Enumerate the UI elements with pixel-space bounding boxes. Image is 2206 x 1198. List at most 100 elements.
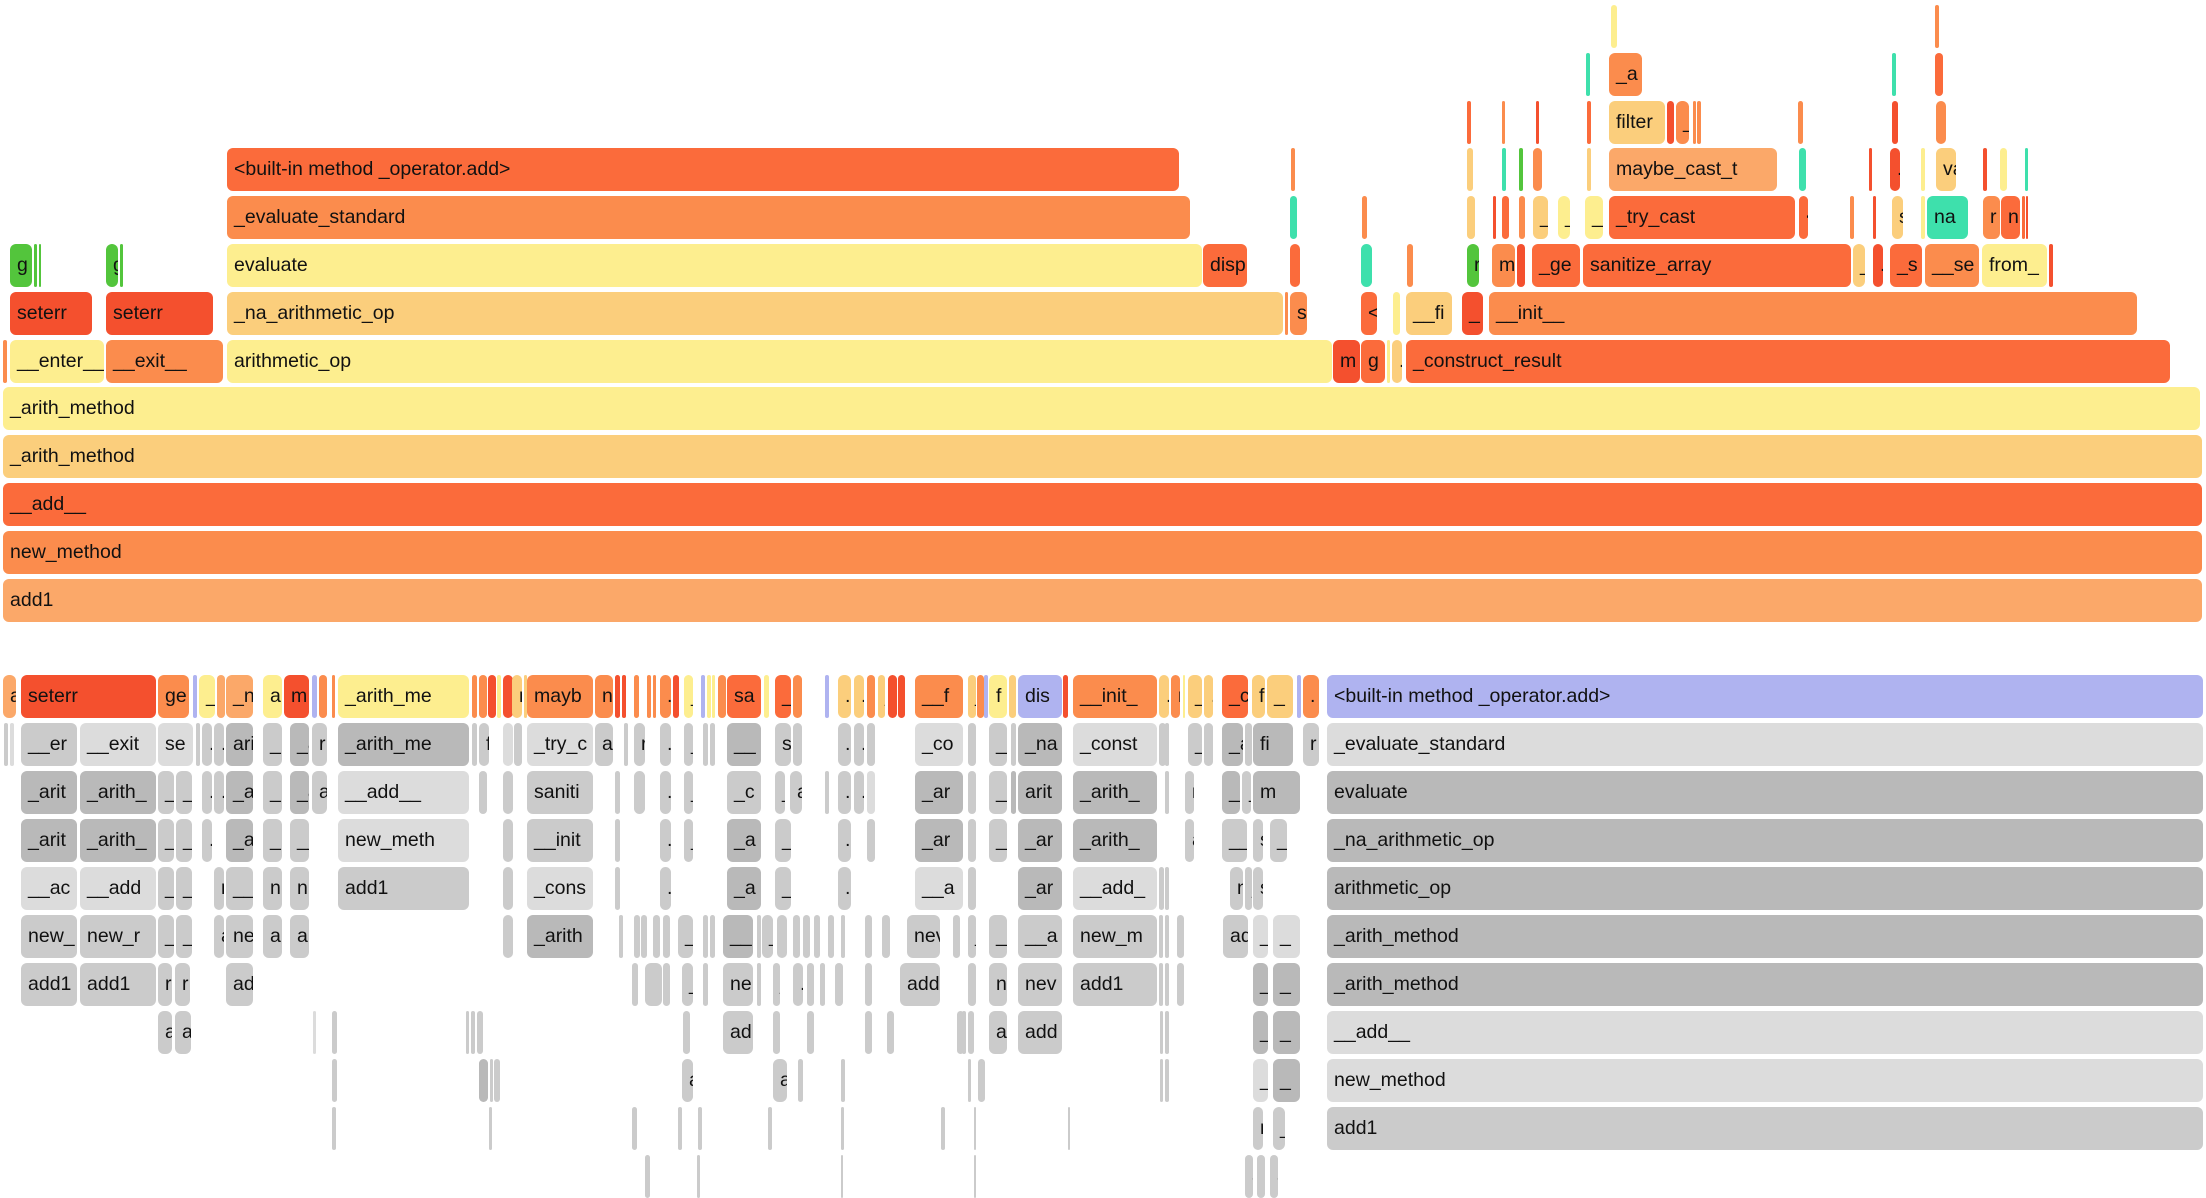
flame-frame-sliver[interactable] bbox=[1165, 1059, 1169, 1102]
flame-frame-sliver[interactable] bbox=[703, 723, 708, 766]
flame-frame[interactable]: r bbox=[683, 1011, 690, 1054]
flame-frame[interactable]: . bbox=[968, 819, 976, 862]
flame-frame-sliver[interactable] bbox=[1160, 1059, 1163, 1102]
flame-frame[interactable]: s bbox=[1290, 292, 1307, 335]
flame-frame-sliver[interactable] bbox=[978, 1059, 985, 1102]
flame-frame[interactable]: add1 bbox=[21, 963, 77, 1006]
flame-frame[interactable]: _ bbox=[1462, 292, 1483, 335]
flame-frame-sliver[interactable] bbox=[34, 244, 37, 287]
flame-frame-sliver[interactable] bbox=[503, 819, 513, 862]
flame-frame[interactable]: _ bbox=[989, 915, 1007, 958]
flame-frame-sliver[interactable] bbox=[634, 915, 640, 958]
flame-frame-sliver[interactable] bbox=[1362, 196, 1367, 239]
flame-frame-sliver[interactable] bbox=[645, 963, 662, 1006]
flame-frame-sliver[interactable] bbox=[1068, 1107, 1070, 1150]
flame-frame[interactable]: _ar bbox=[915, 771, 963, 814]
flame-frame[interactable]: _ bbox=[1676, 101, 1689, 144]
flame-frame[interactable]: _arith_ bbox=[80, 819, 156, 862]
flame-frame[interactable]: __ bbox=[723, 915, 753, 958]
flame-frame-sliver[interactable] bbox=[803, 915, 810, 958]
flame-frame[interactable]: . bbox=[1303, 675, 1319, 718]
flame-frame[interactable]: _co bbox=[915, 723, 963, 766]
flame-frame[interactable]: _arith_me bbox=[338, 723, 469, 766]
flame-frame-sliver[interactable] bbox=[1467, 196, 1475, 239]
flame-frame[interactable]: _ bbox=[775, 675, 791, 718]
flame-frame-sliver[interactable] bbox=[1502, 196, 1509, 239]
flame-frame[interactable]: _ar bbox=[915, 819, 963, 862]
flame-frame-sliver[interactable] bbox=[1697, 101, 1701, 144]
flame-frame[interactable]: add1 bbox=[338, 867, 469, 910]
flame-frame-sliver[interactable] bbox=[825, 771, 829, 814]
flame-frame-sliver[interactable] bbox=[1159, 867, 1164, 910]
flame-frame[interactable]: _try_cast bbox=[1609, 196, 1795, 239]
flame-frame-sliver[interactable] bbox=[632, 963, 638, 1006]
flame-frame-sliver[interactable] bbox=[703, 963, 708, 1006]
flame-frame[interactable]: __add__ bbox=[1327, 1011, 2203, 1054]
flame-frame[interactable]: . bbox=[838, 675, 851, 718]
flame-frame[interactable]: _a bbox=[727, 819, 761, 862]
flame-frame[interactable]: _arith_method bbox=[3, 435, 2202, 478]
flame-frame[interactable]: r bbox=[312, 723, 327, 766]
flame-frame[interactable]: n bbox=[1257, 1155, 1265, 1198]
flame-frame[interactable]: new_method bbox=[1327, 1059, 2203, 1102]
flame-frame[interactable]: a bbox=[1270, 1155, 1278, 1198]
flame-frame[interactable]: _ bbox=[176, 867, 192, 910]
flame-frame-sliver[interactable] bbox=[768, 1107, 772, 1150]
flame-frame[interactable]: _a bbox=[727, 867, 761, 910]
flame-frame[interactable]: . bbox=[319, 675, 327, 718]
flame-frame-sliver[interactable] bbox=[514, 723, 522, 766]
flame-frame-sliver[interactable] bbox=[313, 1011, 316, 1054]
flame-frame[interactable]: <built-in method _operator.add> bbox=[227, 148, 1179, 191]
flame-frame[interactable]: g bbox=[106, 244, 118, 287]
flame-frame[interactable]: r bbox=[512, 675, 522, 718]
flame-frame[interactable]: g bbox=[10, 244, 32, 287]
flame-frame[interactable]: _ bbox=[773, 963, 780, 1006]
flame-frame-sliver[interactable] bbox=[2026, 196, 2028, 239]
flame-frame[interactable]: _ bbox=[1188, 675, 1202, 718]
flame-frame[interactable]: ne bbox=[1230, 867, 1243, 910]
flame-frame-sliver[interactable] bbox=[841, 1059, 845, 1102]
flame-frame[interactable]: a bbox=[790, 771, 802, 814]
flame-frame[interactable]: _ bbox=[1853, 244, 1865, 287]
flame-frame[interactable]: _ bbox=[878, 675, 885, 718]
flame-frame-sliver[interactable] bbox=[3, 340, 7, 383]
flame-frame-sliver[interactable] bbox=[332, 675, 335, 718]
flame-frame-sliver[interactable] bbox=[962, 1011, 966, 1054]
flame-frame[interactable]: . bbox=[882, 915, 890, 958]
flame-frame-sliver[interactable] bbox=[1165, 915, 1169, 958]
flame-frame-sliver[interactable] bbox=[793, 723, 802, 766]
flame-frame-sliver[interactable] bbox=[1519, 148, 1523, 191]
flame-frame-sliver[interactable] bbox=[1393, 292, 1400, 335]
flame-frame[interactable]: __ac bbox=[21, 867, 77, 910]
flame-frame-sliver[interactable] bbox=[490, 1059, 493, 1102]
flame-frame[interactable]: new_r bbox=[80, 915, 156, 958]
flame-frame[interactable]: . bbox=[202, 819, 212, 862]
flame-frame[interactable]: fi bbox=[1253, 723, 1293, 766]
flame-frame-sliver[interactable] bbox=[634, 675, 639, 718]
flame-frame[interactable]: _ bbox=[1558, 196, 1570, 239]
flame-frame[interactable]: . bbox=[660, 819, 671, 862]
flame-frame-sliver[interactable] bbox=[841, 915, 845, 958]
flame-frame[interactable]: a bbox=[263, 675, 282, 718]
flame-frame-sliver[interactable] bbox=[4, 723, 8, 766]
flame-frame[interactable]: __a bbox=[1018, 915, 1062, 958]
flame-frame-sliver[interactable] bbox=[1297, 675, 1301, 718]
flame-frame[interactable]: from_ bbox=[1982, 244, 2047, 287]
flame-frame[interactable]: m bbox=[1253, 771, 1300, 814]
flame-frame[interactable]: _ bbox=[1273, 1059, 1300, 1102]
flame-frame-sliver[interactable] bbox=[619, 915, 623, 958]
flame-frame[interactable]: i bbox=[977, 675, 984, 718]
flame-frame[interactable]: . bbox=[838, 819, 851, 862]
flame-frame[interactable]: . bbox=[854, 675, 864, 718]
flame-frame[interactable]: . bbox=[1204, 675, 1213, 718]
flame-frame[interactable]: _c bbox=[1222, 675, 1248, 718]
flame-frame[interactable]: . bbox=[1177, 963, 1184, 1006]
flame-frame-sliver[interactable] bbox=[1587, 101, 1591, 144]
flame-frame[interactable]: . bbox=[202, 771, 212, 814]
flame-frame[interactable]: a bbox=[807, 1011, 814, 1054]
flame-frame[interactable]: a bbox=[263, 915, 282, 958]
flame-frame[interactable]: na bbox=[1927, 196, 1968, 239]
flame-frame[interactable]: _ bbox=[684, 819, 693, 862]
flame-frame[interactable]: _evaluate_standard bbox=[1327, 723, 2203, 766]
flame-frame[interactable]: r bbox=[175, 963, 190, 1006]
